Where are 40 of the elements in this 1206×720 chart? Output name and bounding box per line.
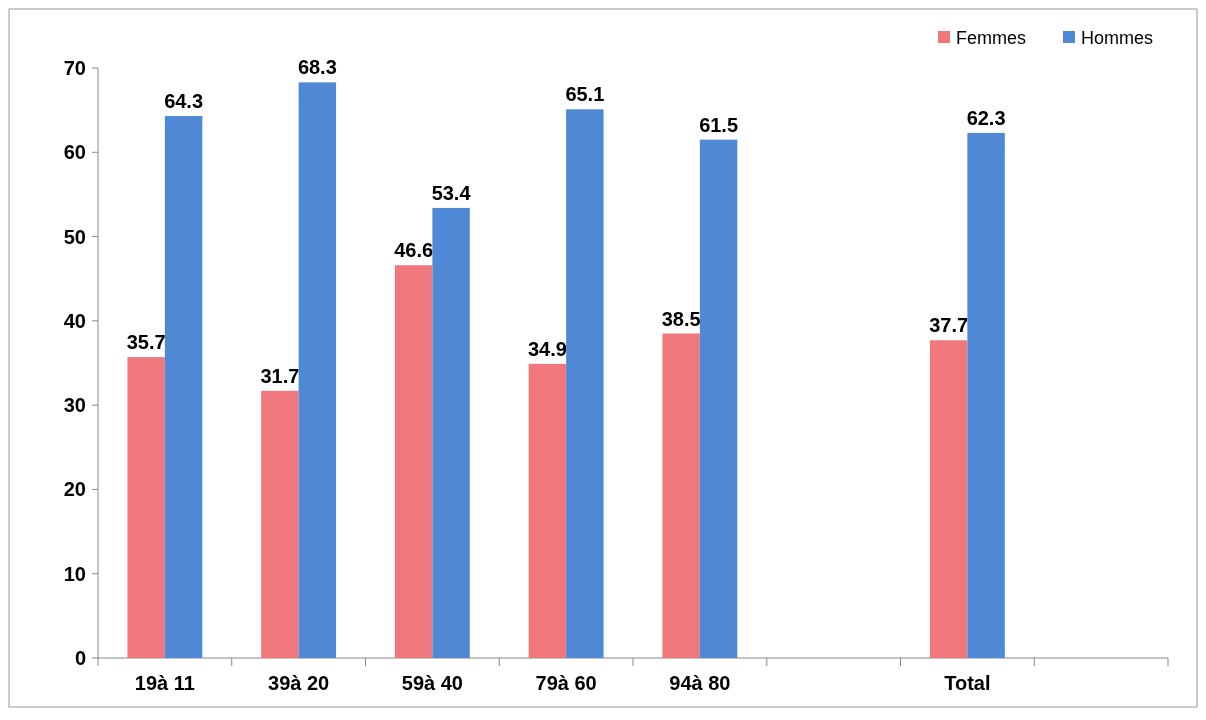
y-tick-label: 60 bbox=[63, 141, 86, 164]
bar bbox=[394, 265, 433, 658]
data-label: 31.7 bbox=[260, 364, 300, 387]
bar bbox=[432, 207, 470, 658]
data-label: 65.1 bbox=[565, 83, 605, 106]
bar bbox=[528, 363, 567, 658]
legend-label: Hommes bbox=[1081, 28, 1154, 49]
x-tick-label: 39à 20 bbox=[268, 672, 330, 694]
legend-label: Femmes bbox=[956, 28, 1027, 49]
data-label: 35.7 bbox=[126, 331, 166, 354]
bar bbox=[967, 132, 1005, 658]
bar bbox=[261, 390, 299, 658]
data-label: 34.9 bbox=[527, 337, 567, 360]
bar bbox=[298, 82, 337, 658]
data-label: 62.3 bbox=[966, 106, 1006, 129]
x-tick-label: Total bbox=[944, 672, 991, 694]
y-tick-label: 0 bbox=[74, 647, 86, 669]
data-label: 64.3 bbox=[164, 90, 204, 113]
x-tick-label: 59à 40 bbox=[401, 672, 463, 694]
data-label: 61.5 bbox=[699, 113, 739, 136]
bar bbox=[164, 116, 203, 658]
bar bbox=[929, 340, 968, 658]
data-label: 38.5 bbox=[661, 307, 701, 330]
y-tick-label: 70 bbox=[63, 57, 86, 79]
bar bbox=[566, 109, 604, 658]
y-tick-label: 30 bbox=[63, 394, 86, 417]
y-tick-label: 10 bbox=[63, 562, 86, 585]
x-tick-label: 79à 60 bbox=[535, 672, 597, 694]
bar bbox=[699, 139, 738, 658]
y-tick-label: 20 bbox=[63, 478, 86, 501]
data-label: 46.6 bbox=[394, 239, 434, 262]
bar bbox=[662, 333, 700, 658]
y-tick-label: 50 bbox=[63, 225, 86, 248]
y-tick-label: 40 bbox=[63, 309, 86, 332]
data-label: 53.4 bbox=[431, 181, 472, 204]
bar bbox=[127, 357, 165, 658]
x-tick-label: 19à 11 bbox=[134, 672, 195, 694]
data-label: 37.7 bbox=[929, 314, 969, 337]
data-label: 68.3 bbox=[297, 56, 337, 79]
x-tick-label: 94à 80 bbox=[669, 672, 731, 694]
